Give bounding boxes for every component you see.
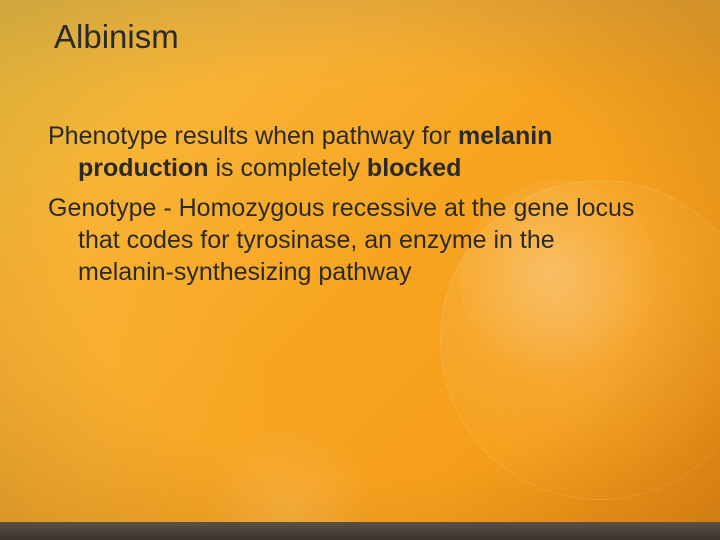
footer-bar — [0, 522, 720, 540]
slide-title: Albinism — [54, 18, 179, 56]
bg-circle-icon — [0, 260, 300, 540]
text-run: Phenotype results when pathway for — [48, 122, 458, 150]
slide: Albinism Phenotype results when pathway … — [0, 0, 720, 540]
paragraph-genotype: Genotype - Homozygous recessive at the g… — [48, 192, 648, 288]
slide-body: Phenotype results when pathway for melan… — [48, 120, 648, 296]
text-bold: blocked — [367, 154, 461, 182]
text-run: is completely — [209, 154, 367, 182]
paragraph-phenotype: Phenotype results when pathway for melan… — [48, 120, 648, 184]
